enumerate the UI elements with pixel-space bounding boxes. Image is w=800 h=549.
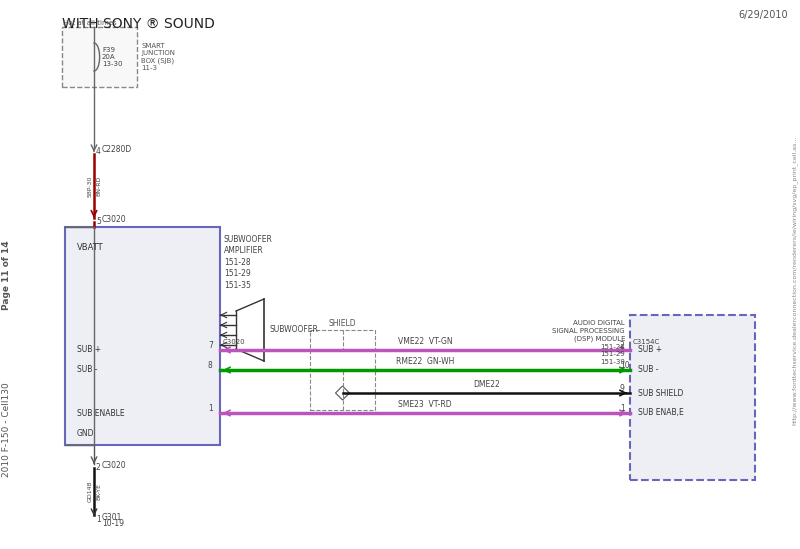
Text: 2: 2 [620, 341, 625, 350]
Text: VME22  VT-GN: VME22 VT-GN [398, 337, 452, 346]
Text: SUB -: SUB - [638, 366, 658, 374]
Text: 1: 1 [96, 514, 101, 524]
Text: 1: 1 [620, 404, 625, 413]
Text: 10: 10 [620, 361, 630, 370]
Bar [310, 330, 375, 410]
Text: 9: 9 [620, 384, 625, 393]
Text: VBATT: VBATT [77, 243, 104, 251]
Text: SUBWOOFER
AMPLIFIER
151-28
151-29
151-35: SUBWOOFER AMPLIFIER 151-28 151-29 151-35 [224, 235, 273, 290]
Text: SUB +: SUB + [77, 345, 101, 355]
Text: SUB +: SUB + [638, 345, 662, 355]
Text: DME22: DME22 [473, 380, 500, 389]
Text: SUBWOOFER: SUBWOOFER [269, 324, 318, 333]
Text: C3020: C3020 [102, 461, 126, 469]
Text: 1: 1 [208, 404, 213, 413]
Text: 2: 2 [96, 462, 101, 472]
Polygon shape [335, 386, 350, 400]
Text: http://www.fordtechservice.dealerconnection.com/renderers/ie/wiring/svg/ep_print: http://www.fordtechservice.dealerconnect… [792, 135, 798, 425]
Text: Page 11 of 14: Page 11 of 14 [2, 240, 11, 310]
Text: GD148: GD148 [87, 480, 93, 502]
Text: C2280D: C2280D [102, 145, 132, 154]
Text: SUB -: SUB - [77, 366, 98, 374]
Text: 6/29/2010: 6/29/2010 [738, 10, 788, 20]
Bar [65, 227, 220, 445]
Bar [630, 315, 755, 480]
Text: BK-YE: BK-YE [97, 483, 102, 500]
Text: SHIELD: SHIELD [329, 319, 356, 328]
Text: BN-RD: BN-RD [97, 176, 102, 196]
Text: SUB ENAB,E: SUB ENAB,E [638, 408, 684, 417]
Text: SUB SHIELD: SUB SHIELD [638, 389, 683, 397]
Text: Hot at all times: Hot at all times [63, 20, 117, 26]
Text: 4: 4 [96, 148, 101, 156]
Text: AUDIO DIGITAL
SIGNAL PROCESSING
(DSP) MODULE
151-28
151-29
151-30: AUDIO DIGITAL SIGNAL PROCESSING (DSP) MO… [552, 320, 625, 365]
Text: 2010 F-150 - Cell130: 2010 F-150 - Cell130 [2, 383, 11, 478]
Text: 5: 5 [96, 216, 101, 226]
Text: WITH SONY ® SOUND: WITH SONY ® SOUND [62, 17, 215, 31]
Bar [62, 27, 137, 87]
Text: GND: GND [77, 429, 94, 438]
Text: SMART
JUNCTION
BOX (SJB)
11-3: SMART JUNCTION BOX (SJB) 11-3 [141, 42, 175, 71]
Text: 7: 7 [208, 341, 213, 350]
Text: G301: G301 [102, 513, 122, 522]
Text: 10-19: 10-19 [102, 518, 124, 528]
Text: 8: 8 [208, 361, 213, 370]
Text: C3020: C3020 [102, 215, 126, 223]
Text: SUB ENABLE: SUB ENABLE [77, 408, 125, 417]
Text: C3020: C3020 [223, 339, 246, 345]
Text: C3154C: C3154C [633, 339, 660, 345]
Text: 58P-30: 58P-30 [87, 175, 93, 197]
Text: SME23  VT-RD: SME23 VT-RD [398, 400, 452, 409]
Text: RME22  GN-WH: RME22 GN-WH [396, 357, 454, 366]
Text: F39
20A
13-30: F39 20A 13-30 [102, 47, 122, 68]
